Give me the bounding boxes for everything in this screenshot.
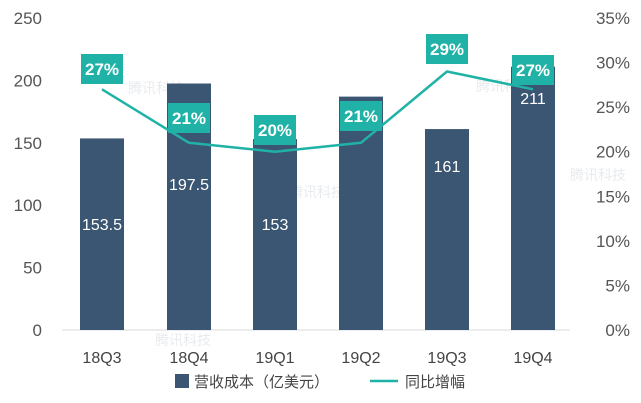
y-right-tick-label: 25% [596, 98, 630, 117]
bar [339, 96, 383, 331]
x-tick-label: 19Q2 [341, 350, 380, 367]
x-tick-label: 18Q4 [169, 350, 208, 367]
line-value-label: 27% [85, 60, 119, 79]
bar-value-label: 197.5 [169, 177, 209, 194]
line-value-badge [512, 55, 554, 85]
bar [425, 129, 469, 330]
legend: 营收成本（亿美元） 同比增幅 [175, 374, 465, 391]
bar-value-label: 161 [434, 159, 461, 176]
line-value-label: 29% [430, 40, 464, 59]
y-left-tick-label: 150 [14, 134, 42, 153]
x-tick-label: 19Q3 [427, 350, 466, 367]
watermark-text: 腾讯科技 [155, 332, 211, 348]
y-right-tick-label: 10% [596, 232, 630, 251]
y-right-tick-label: 5% [605, 276, 630, 295]
line-value-badge [168, 103, 210, 133]
bar [80, 138, 124, 330]
line-value-label: 20% [258, 121, 292, 140]
right-axis-ticks: 0% 5% 10% 15% 20% 25% 30% 35% [596, 9, 630, 340]
legend-label-line: 同比增幅 [405, 374, 465, 391]
bar [511, 66, 555, 330]
line-value-badge [426, 34, 468, 64]
left-axis-ticks: 0 50 100 150 200 250 [14, 9, 42, 340]
line-value-label: 27% [516, 61, 550, 80]
y-left-tick-label: 0 [33, 321, 42, 340]
bar-series: 153.5 197.5 153 161 211 [80, 66, 555, 331]
y-right-tick-label: 0% [605, 321, 630, 340]
y-right-tick-label: 15% [596, 187, 630, 206]
legend-label-bar: 营收成本（亿美元） [194, 374, 329, 391]
watermark-text: 腾讯科技 [289, 184, 345, 200]
y-right-tick-label: 30% [596, 54, 630, 73]
bar [253, 139, 297, 330]
y-left-tick-label: 200 [14, 71, 42, 90]
line-value-badge [81, 54, 123, 84]
watermark-text: 腾讯科技 [570, 167, 626, 183]
y-left-tick-label: 50 [23, 259, 42, 278]
bar-value-label: 153 [262, 217, 289, 234]
line-value-label: 21% [344, 107, 378, 126]
y-right-tick-label: 20% [596, 143, 630, 162]
x-axis-labels: 18Q3 18Q4 19Q1 19Q2 19Q3 19Q4 [82, 350, 552, 367]
y-right-tick-label: 35% [596, 9, 630, 28]
growth-line [101, 70, 534, 153]
y-left-tick-label: 250 [14, 9, 42, 28]
line-value-label: 21% [172, 109, 206, 128]
line-value-badge [340, 101, 382, 131]
x-tick-label: 19Q1 [255, 350, 294, 367]
y-left-tick-label: 100 [14, 196, 42, 215]
bar-value-label: 153.5 [82, 217, 122, 234]
bar-value-label: 211 [520, 91, 546, 108]
x-tick-label: 19Q4 [513, 350, 552, 367]
line-value-badge [254, 115, 296, 145]
x-tick-label: 18Q3 [82, 350, 121, 367]
line-series: 27% 21% 20% 21% 29% 27% [81, 34, 554, 153]
legend-swatch-bar [175, 374, 189, 388]
